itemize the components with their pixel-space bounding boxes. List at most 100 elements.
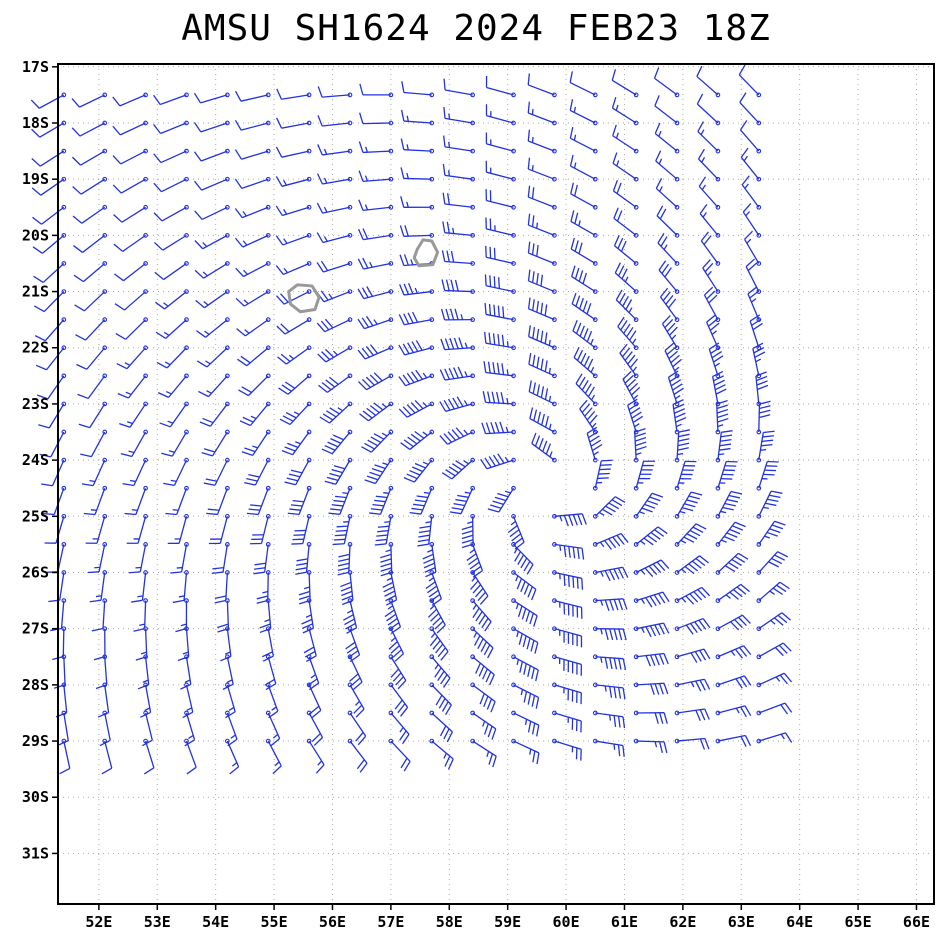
barb-station xyxy=(715,626,721,632)
barb-feather xyxy=(439,369,446,381)
barb-feather xyxy=(509,529,520,538)
barb-feather xyxy=(613,628,618,641)
barb-staff xyxy=(324,319,351,333)
barb-staff xyxy=(226,628,232,657)
wind-barb xyxy=(317,86,353,98)
barb-staff xyxy=(349,684,365,710)
barb-feather xyxy=(295,571,307,575)
barb-feather xyxy=(407,436,418,445)
barb-feather xyxy=(357,288,365,299)
barb-staff xyxy=(349,572,354,601)
barb-feather xyxy=(535,697,540,709)
barb-feather xyxy=(701,586,711,597)
barb-feather xyxy=(115,333,126,340)
wind-barb xyxy=(697,121,721,154)
barb-staff xyxy=(94,487,106,515)
barb-feather xyxy=(499,421,505,433)
barb-feather xyxy=(244,482,256,486)
barb-station xyxy=(265,261,271,266)
barb-feather xyxy=(430,612,440,622)
wind-barb xyxy=(715,460,738,491)
barb-staff xyxy=(513,684,539,699)
barb-half-feather xyxy=(203,300,209,306)
barb-staff xyxy=(390,544,393,573)
wind-barb xyxy=(440,308,475,323)
barb-feather xyxy=(330,438,342,444)
wind-barb xyxy=(358,199,394,212)
barb-feather xyxy=(745,258,756,268)
barb-half-feather xyxy=(513,548,518,554)
x-tick-label: 54E xyxy=(202,913,229,931)
barb-feather xyxy=(612,124,617,136)
barb-station xyxy=(715,204,721,210)
barb-staff xyxy=(135,487,147,515)
barb-station xyxy=(102,92,108,98)
barb-staff xyxy=(570,220,596,236)
barb-feather xyxy=(735,678,743,689)
barb-staff xyxy=(717,645,744,658)
barb-half-feather xyxy=(469,549,475,554)
barb-staff xyxy=(164,291,187,310)
barb-staff xyxy=(569,81,596,96)
barb-feather xyxy=(449,511,462,515)
y-tick-label: 29S xyxy=(22,732,49,750)
barb-staff xyxy=(575,383,596,405)
barb-feather xyxy=(528,352,532,365)
wind-barb xyxy=(633,682,669,696)
barb-half-feather xyxy=(182,651,189,655)
barb-feather xyxy=(779,674,788,685)
barb-station xyxy=(102,289,108,294)
barb-feather xyxy=(664,318,674,329)
barb-feather xyxy=(288,473,301,478)
wind-barb xyxy=(246,485,271,516)
barb-staff xyxy=(144,740,155,768)
barb-feather xyxy=(275,176,283,187)
wind-barb xyxy=(527,157,557,182)
barb-station xyxy=(552,204,557,210)
barb-half-feather xyxy=(640,540,646,545)
barb-feather xyxy=(359,413,369,422)
wind-barb xyxy=(358,372,394,391)
barb-feather xyxy=(577,547,580,560)
barb-feather xyxy=(618,658,622,670)
wind-barb xyxy=(511,654,539,682)
barb-feather xyxy=(486,698,493,710)
barb-staff xyxy=(676,586,703,602)
barb-staff xyxy=(472,712,497,730)
barb-feather xyxy=(337,571,349,576)
barb-half-feather xyxy=(725,594,731,599)
wind-barb xyxy=(674,460,697,491)
barb-staff xyxy=(366,375,392,391)
barb-staff xyxy=(528,112,555,124)
barb-feather xyxy=(484,331,487,344)
barb-feather xyxy=(357,258,365,270)
wind-barb xyxy=(265,738,282,775)
barb-feather xyxy=(690,491,703,496)
barb-feather xyxy=(654,529,665,537)
barb-feather xyxy=(488,332,491,345)
barb-feather xyxy=(401,81,405,93)
barb-half-feather xyxy=(707,270,712,277)
barb-feather xyxy=(398,344,406,356)
barb-feather xyxy=(445,279,450,291)
barb-station xyxy=(388,401,394,407)
barb-station xyxy=(756,570,762,575)
barb-half-feather xyxy=(744,183,749,189)
barb-staff xyxy=(717,552,739,573)
barb-staff xyxy=(594,460,602,489)
barb-half-feather xyxy=(745,211,751,217)
barb-half-feather xyxy=(303,586,310,590)
barb-half-feather xyxy=(139,623,145,627)
barb-station xyxy=(429,710,435,716)
barb-feather xyxy=(622,566,629,578)
barb-half-feather xyxy=(770,619,776,625)
barb-feather xyxy=(242,416,254,423)
wind-barb xyxy=(225,738,240,775)
barb-half-feather xyxy=(163,331,170,336)
barb-staff xyxy=(403,149,432,152)
barb-staff xyxy=(513,543,534,565)
barb-feather xyxy=(779,581,790,590)
barb-station xyxy=(388,345,394,351)
wind-barb xyxy=(529,407,557,435)
barb-staff xyxy=(758,612,783,630)
